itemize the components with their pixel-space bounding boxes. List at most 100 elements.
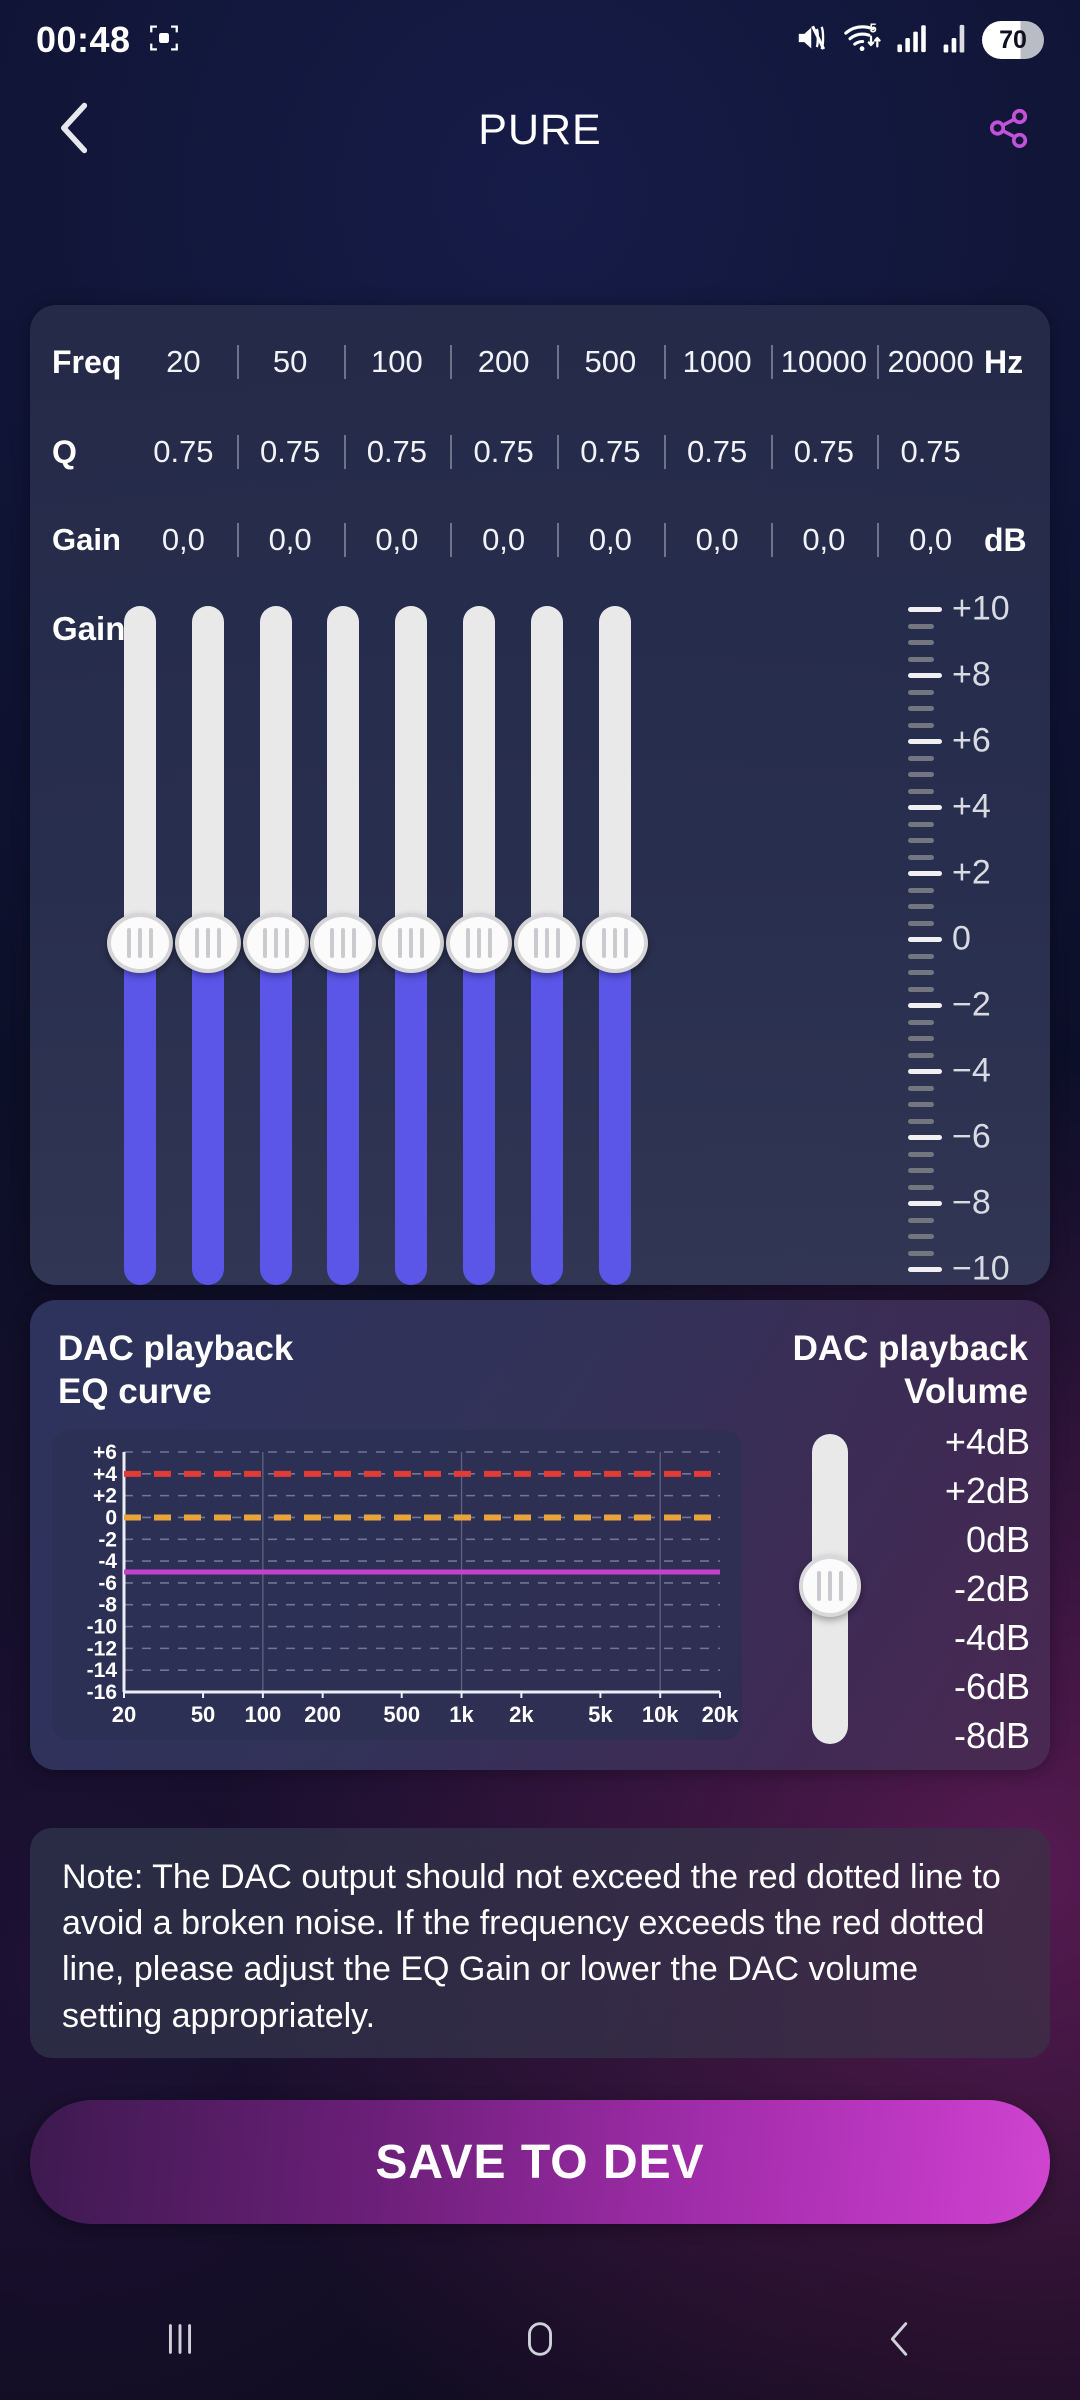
- gain-slider-knob-2[interactable]: [243, 913, 309, 973]
- knob-grip-line: [828, 1571, 832, 1601]
- ruler-major-tick: [908, 805, 942, 810]
- knob-grip-line: [274, 928, 278, 958]
- status-bar: 00:48: [0, 0, 1080, 80]
- dac-volume-label-5[interactable]: -6dB: [953, 1666, 1030, 1707]
- ruler-major-tick: [908, 739, 942, 744]
- gain-slider-knob-6[interactable]: [514, 913, 580, 973]
- gain-cell-0[interactable]: 0,0: [161, 522, 205, 557]
- q-cell-2[interactable]: 0.75: [344, 434, 451, 470]
- gain-slider-knob-1[interactable]: [175, 913, 241, 973]
- dac-volume-label-0[interactable]: +4dB: [944, 1421, 1030, 1462]
- ruler-major-tick: [908, 607, 942, 612]
- frequency-cell-5[interactable]: 1000: [664, 344, 771, 380]
- q-cell-0[interactable]: 0.75: [153, 434, 214, 469]
- gain-slider-7[interactable]: [582, 600, 648, 1285]
- back-icon: [877, 2316, 923, 2367]
- dac-volume-label-4[interactable]: -4dB: [953, 1617, 1030, 1658]
- gain-cell-6[interactable]: 0,0: [771, 522, 878, 558]
- ruler-minor-tick: [908, 970, 934, 975]
- gain-slider-knob-7[interactable]: [582, 913, 648, 973]
- ruler-minor-tick: [908, 920, 934, 926]
- gain-cell-2[interactable]: 0,0: [344, 522, 451, 558]
- q-row-label: Q: [52, 433, 77, 470]
- chart-x-tick-9: 20k: [702, 1702, 739, 1727]
- gain-slider-2[interactable]: [243, 600, 309, 1285]
- status-bar-right: 5 70: [796, 21, 1044, 60]
- q-cell-1[interactable]: 0.75: [237, 434, 344, 470]
- dac-volume-knob[interactable]: [799, 1555, 861, 1617]
- chart-y-tick-5: -4: [98, 1550, 117, 1573]
- chart-y-tick-9: -12: [87, 1637, 117, 1660]
- recent-apps-button[interactable]: [120, 2301, 240, 2381]
- ruler-minor-tick: [908, 1184, 934, 1190]
- equalizer-panel: Freq 20 50 100 200 500 1000 10000 20000 Hz Q 0.…: [30, 305, 1050, 1285]
- frequency-cell-0[interactable]: 20: [166, 344, 201, 379]
- gain-slider-knob-4[interactable]: [378, 913, 444, 973]
- q-cell-7[interactable]: 0.75: [877, 434, 984, 470]
- frequency-cell-1[interactable]: 50: [237, 344, 344, 380]
- ruler-major-tick: [908, 937, 942, 942]
- gain-slider-knob-3[interactable]: [310, 913, 376, 973]
- ruler-label-1: +8: [952, 655, 991, 694]
- dac-volume-title-line: Volume: [904, 1371, 1028, 1411]
- knob-grip-line: [341, 928, 345, 958]
- gain-slider-knob-0[interactable]: [107, 913, 173, 973]
- dac-panel: DAC playback EQ curve DAC playback Volume …: [30, 1300, 1050, 1770]
- dac-volume-label-3[interactable]: -2dB: [953, 1568, 1030, 1609]
- gain-slider-3[interactable]: [310, 600, 376, 1285]
- note-text: Note: The DAC output should not exceed t…: [62, 1858, 1001, 2035]
- ruler-minor-tick: [908, 640, 934, 645]
- q-cell-4[interactable]: 0.75: [557, 434, 664, 470]
- frequency-cell-6[interactable]: 10000: [771, 344, 878, 380]
- ruler-minor-tick: [908, 986, 934, 992]
- frequency-cell-3[interactable]: 200: [450, 344, 557, 380]
- chart-y-tick-1: +4: [93, 1463, 117, 1486]
- ruler-minor-tick: [908, 887, 934, 893]
- q-cell-6[interactable]: 0.75: [771, 434, 878, 470]
- gain-cell-7[interactable]: 0,0: [877, 522, 984, 558]
- gain-cell-4[interactable]: 0,0: [557, 522, 664, 558]
- wifi-5-icon: 5: [843, 21, 885, 60]
- frequency-cell-7[interactable]: 20000: [877, 344, 984, 380]
- ruler-major-tick: [908, 1003, 942, 1008]
- gain-slider-6[interactable]: [514, 600, 580, 1285]
- knob-grip-line: [488, 928, 492, 958]
- knob-grip-line: [263, 928, 267, 958]
- ruler-label-10: −10: [952, 1249, 1010, 1286]
- dac-volume-label-2[interactable]: 0dB: [965, 1519, 1030, 1560]
- volume-mute-icon: [796, 22, 832, 59]
- knob-grip-line: [352, 928, 356, 958]
- gain-slider-fill-1: [192, 948, 224, 1285]
- q-row: Q 0.75 0.75 0.75 0.75 0.75 0.75 0.75 0.75: [30, 417, 1050, 487]
- gain-slider-4[interactable]: [378, 600, 444, 1285]
- system-navigation-bar: [0, 2282, 1080, 2400]
- gain-slider-0[interactable]: [107, 600, 173, 1285]
- home-button[interactable]: [480, 2301, 600, 2381]
- gain-slider-knob-5[interactable]: [446, 913, 512, 973]
- gain-cell-3[interactable]: 0,0: [450, 522, 557, 558]
- home-icon: [517, 2316, 563, 2367]
- frequency-cell-2[interactable]: 100: [344, 344, 451, 380]
- chart-x-tick-7: 5k: [588, 1702, 613, 1727]
- back-button-nav[interactable]: [840, 2301, 960, 2381]
- q-cell-3[interactable]: 0.75: [450, 434, 557, 470]
- ruler-major-tick: [908, 1069, 942, 1074]
- frequency-cell-4[interactable]: 500: [557, 344, 664, 380]
- share-button[interactable]: [974, 95, 1044, 165]
- ruler-minor-tick: [908, 706, 934, 711]
- gain-slider-5[interactable]: [446, 600, 512, 1285]
- dac-volume-label-6[interactable]: -8dB: [953, 1715, 1030, 1756]
- ruler-minor-tick: [908, 838, 934, 843]
- ruler-minor-tick: [908, 722, 934, 728]
- save-to-dev-button[interactable]: SAVE TO DEV: [30, 2100, 1050, 2224]
- gain-cell-5[interactable]: 0,0: [664, 522, 771, 558]
- ruler-label-7: −4: [952, 1051, 991, 1090]
- chart-y-tick-7: -8: [98, 1594, 117, 1617]
- back-button[interactable]: [40, 95, 110, 165]
- frequency-cells: 20 50 100 200 500 1000 10000 20000: [130, 344, 984, 380]
- gain-cell-1[interactable]: 0,0: [237, 522, 344, 558]
- db-scale-ruler: +10 +8 +6 +4 +2 0 −2 −4 −6 −8 −10: [908, 590, 1038, 1286]
- q-cell-5[interactable]: 0.75: [664, 434, 771, 470]
- dac-volume-label-1[interactable]: +2dB: [944, 1470, 1030, 1511]
- gain-slider-1[interactable]: [175, 600, 241, 1285]
